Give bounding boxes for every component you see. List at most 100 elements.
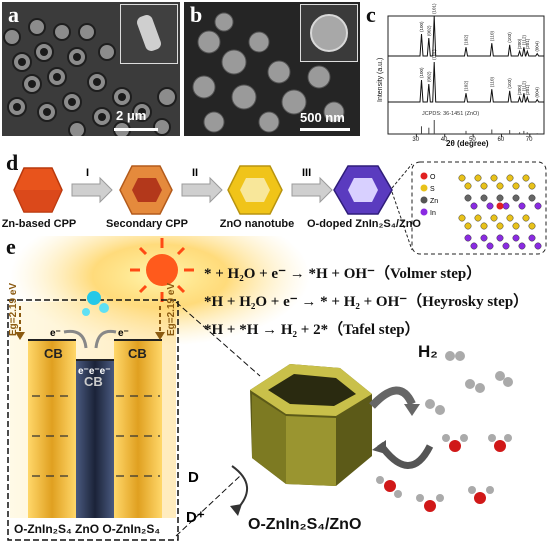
- scale-bar-a: [114, 128, 158, 131]
- lattice-atom: [497, 183, 503, 189]
- peak-label-pattern-top-3: (102): [464, 34, 469, 45]
- legend-label-zn: Zn: [430, 198, 438, 205]
- material-label: O-ZnIn₂S₄/ZnO: [248, 516, 361, 534]
- lattice-atom-o: [497, 203, 504, 210]
- lattice-atom: [475, 215, 481, 221]
- x-tick-label-3: 60: [498, 137, 505, 143]
- lattice-atom: [465, 195, 471, 201]
- peak-label-pattern-top-5: (103): [507, 32, 512, 43]
- eg-right-text: Eg=2.19 eV: [166, 283, 177, 336]
- step-label-zno-nanotube: ZnO nanotube: [214, 218, 300, 230]
- peak-label-pattern-bottom-3: (102): [464, 80, 469, 91]
- lattice-atom: [523, 215, 529, 221]
- eg-left-text: Eg=2.19 eV: [8, 283, 19, 336]
- right-znins-band: [114, 340, 162, 518]
- lattice-atom: [513, 223, 519, 229]
- lattice-atom: [475, 175, 481, 181]
- xrd-reference-label: JCPDS: 36-1451 (ZnO): [422, 111, 479, 117]
- lattice-atom: [523, 175, 529, 181]
- panel-label-a: a: [8, 2, 19, 28]
- lattice-atom: [465, 183, 471, 189]
- donor-arrow: [232, 466, 247, 510]
- cb-left: CB: [44, 346, 63, 361]
- water-intake-arrow: [380, 444, 430, 466]
- xrd-y-label: Intensity (a.u.): [377, 58, 384, 102]
- peak-label-pattern-top-2: (101): [432, 3, 437, 14]
- lattice-atom: [491, 175, 497, 181]
- lattice-atom: [519, 203, 525, 209]
- lattice-atom: [503, 203, 509, 209]
- peak-label-pattern-bottom-8: (201): [525, 84, 530, 95]
- peak-label-pattern-top-9: (004): [535, 41, 540, 52]
- lattice-atom: [513, 195, 519, 201]
- volmer-equation: * + H₂O + e⁻ → *H + OH⁻（Volmer step）: [204, 262, 481, 283]
- lattice-atom: [459, 175, 465, 181]
- h2-product-label: H₂: [418, 342, 438, 362]
- xrd-x-label: 2θ (degree): [446, 139, 489, 148]
- peak-label-pattern-bottom-9: (004): [535, 87, 540, 98]
- legend-label-in: In: [430, 210, 436, 217]
- cb-right: CB: [128, 346, 147, 361]
- lattice-atom: [481, 183, 487, 189]
- legend-label-o: O: [430, 174, 436, 181]
- x-tick-label-0: 30: [412, 137, 419, 143]
- arrow-label-III: III: [302, 167, 311, 179]
- lattice-atom: [497, 195, 503, 201]
- electron-left: e⁻: [50, 328, 61, 339]
- legend-dot-s: [421, 185, 428, 192]
- sem-image-a: [2, 2, 180, 136]
- x-tick-label-1: 40: [441, 137, 448, 143]
- lattice-atom: [491, 215, 497, 221]
- lattice-atom: [535, 203, 541, 209]
- left-znins-band: [28, 340, 76, 518]
- panel-label-b: b: [190, 2, 202, 28]
- lattice-atom: [481, 195, 487, 201]
- arrow-II: II: [182, 167, 222, 202]
- step-label-zn-cpp: Zn-based CPP: [0, 218, 78, 230]
- tafel-equation: *H + *H → H₂ + 2*（Tafel step）: [204, 318, 420, 339]
- xrd-chart: Intensity (a.u.) 2θ (degree) JCPDS: 36-1…: [362, 2, 548, 148]
- lattice-atom: [513, 183, 519, 189]
- peak-label-pattern-bottom-4: (110): [489, 77, 494, 88]
- lattice-atom: [459, 215, 465, 221]
- legend-dot-in: [421, 209, 428, 216]
- x-tick-label-4: 70: [526, 137, 533, 143]
- legend-dot-zn: [421, 197, 428, 204]
- arrow-I: I: [72, 167, 112, 202]
- band-bottom-label: O-ZnIn₂S₄ ZnO O-ZnIn₂S₄: [14, 522, 160, 536]
- heyrosky-equation: *H + H₂O + e⁻ → * + H₂ + OH⁻（Heyrosky st…: [204, 290, 528, 311]
- peak-label-pattern-bottom-1: (002): [426, 71, 431, 82]
- single-tube-icon: [121, 5, 177, 63]
- nanotube-3d: [250, 364, 372, 486]
- electrons-center: e⁻e⁻e⁻: [78, 366, 111, 377]
- arrow-label-I: I: [86, 167, 89, 179]
- bubble-2: [99, 303, 109, 313]
- lattice-atom: [507, 175, 513, 181]
- lattice-atom: [529, 195, 535, 201]
- h2-release-arrow: [372, 390, 412, 406]
- step-label-o-doped: O-doped ZnIn₂S₄/ZnO: [304, 218, 424, 230]
- bubble-1: [87, 291, 101, 305]
- peak-label-pattern-top-0: (100): [419, 21, 424, 32]
- lattice-atom: [529, 183, 535, 189]
- peak-label-pattern-top-1: (002): [426, 25, 431, 36]
- bubble-3: [82, 308, 90, 316]
- peak-label-pattern-top-8: (201): [525, 38, 530, 49]
- peak-label-pattern-bottom-5: (103): [507, 78, 512, 89]
- scale-bar-b: [300, 128, 350, 131]
- inset-a: [120, 4, 178, 64]
- single-particle-icon: [301, 5, 357, 61]
- peak-label-pattern-top-4: (110): [489, 31, 494, 42]
- electron-right: e⁻: [118, 328, 129, 339]
- lattice-atom: [487, 203, 493, 209]
- legend-label-s: S: [430, 186, 435, 193]
- lattice-atom: [465, 223, 471, 229]
- h2-molecules: [425, 351, 513, 415]
- scale-text-b: 500 nm: [300, 110, 345, 125]
- lattice-atom: [471, 203, 477, 209]
- lattice-atom: [529, 223, 535, 229]
- lattice-atom: [481, 223, 487, 229]
- peak-label-pattern-bottom-0: (100): [419, 67, 424, 78]
- zno-nanotube-hexagon: [228, 166, 282, 214]
- lattice-atom: [507, 215, 513, 221]
